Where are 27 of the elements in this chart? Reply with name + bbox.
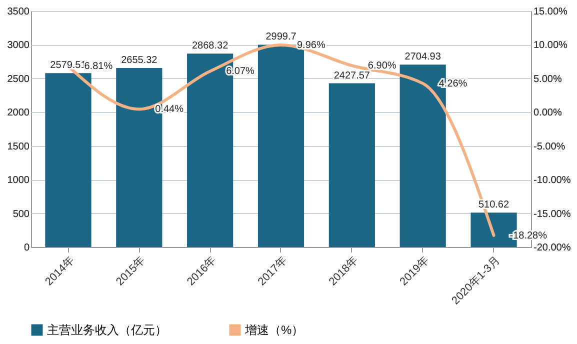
y2-tick-label: 10.00% bbox=[534, 40, 568, 52]
y2-tick-label: -15.00% bbox=[534, 208, 571, 220]
y2-tick-label: 15.00% bbox=[534, 6, 568, 18]
y-tick-label: 0 bbox=[24, 242, 30, 254]
bar bbox=[45, 73, 92, 247]
y2-tick-label: 5.00% bbox=[534, 74, 562, 85]
y2-tick-label: -10.00% bbox=[534, 175, 571, 186]
y-tick-label: 500 bbox=[12, 208, 30, 220]
legend-label: 主营业务收入（亿元） bbox=[47, 323, 167, 337]
y-tick-label: 3500 bbox=[7, 6, 30, 18]
y-tick-label: 1000 bbox=[7, 175, 30, 186]
data-label: 9.96% bbox=[297, 40, 326, 51]
y-tick-label: 2500 bbox=[7, 74, 30, 85]
data-label: 2427.57 bbox=[334, 70, 370, 82]
data-label: 2999.7 bbox=[266, 32, 297, 43]
bar bbox=[328, 83, 375, 247]
data-label: 2704.93 bbox=[404, 52, 442, 63]
y2-tick-label: 0.00% bbox=[534, 108, 562, 119]
y-tick-label: 1500 bbox=[7, 141, 30, 152]
data-label: 2655.32 bbox=[121, 54, 158, 66]
data-label: 2868.32 bbox=[192, 40, 229, 52]
data-label: 6.90% bbox=[368, 60, 396, 72]
y-tick-label: 3000 bbox=[7, 40, 30, 52]
y2-tick-label: -20.00% bbox=[534, 242, 571, 254]
legend-label: 增速（%） bbox=[244, 323, 304, 337]
y-tick-label: 2000 bbox=[7, 108, 30, 119]
y2-tick-label: -5.00% bbox=[534, 141, 566, 152]
